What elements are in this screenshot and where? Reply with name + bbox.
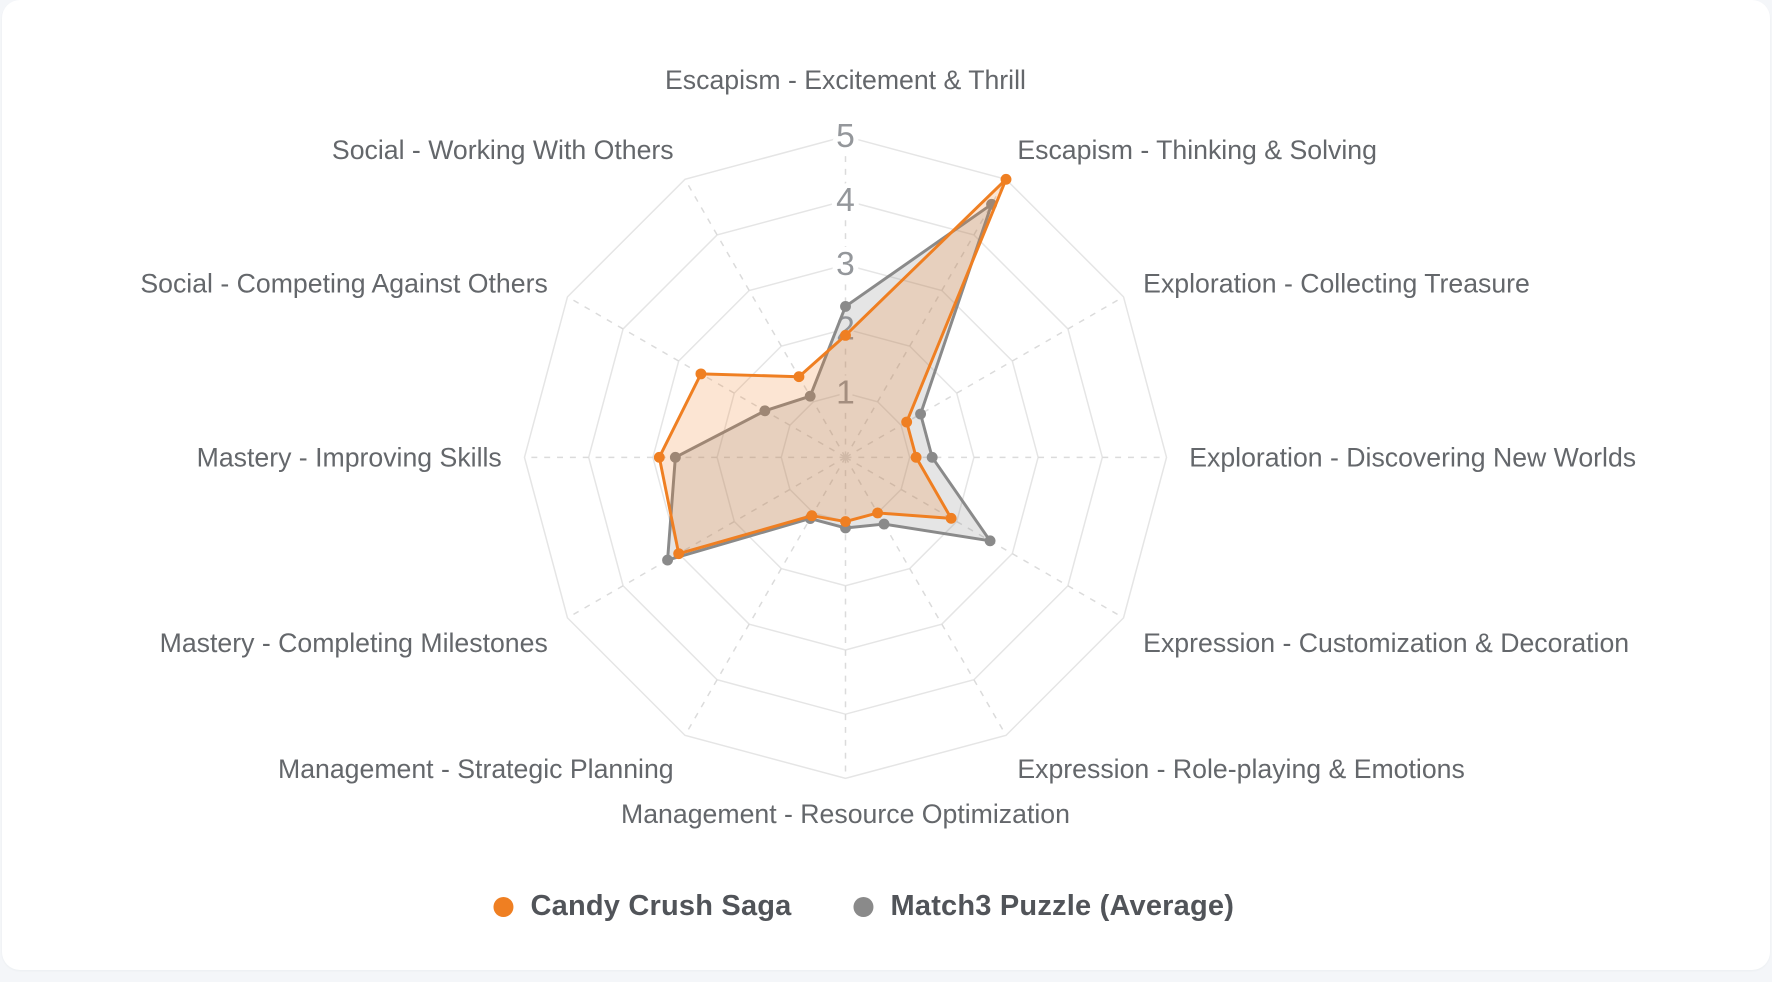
grid-spoke: [684, 456, 847, 736]
grid-ring: [523, 135, 1168, 780]
chart-legend: Candy Crush Saga Match3 Puzzle (Average): [493, 890, 1234, 923]
data-point-candy-crush-saga: [901, 416, 913, 428]
grid-spoke: [567, 456, 846, 619]
grid-spoke: [844, 456, 1007, 736]
legend-label-candy-crush-saga: Candy Crush Saga: [530, 890, 792, 922]
data-point-candy-crush-saga: [910, 451, 922, 463]
legend-item-candy-crush-saga[interactable]: Candy Crush Saga: [493, 890, 791, 923]
legend-dot-candy-crush-saga: [493, 896, 514, 917]
axis-label: Mastery - Improving Skills: [197, 442, 502, 472]
axis-label: Expression - Customization & Decoration: [1143, 628, 1629, 658]
data-point-match3-puzzle-average: [804, 390, 816, 402]
grid-spoke: [845, 456, 1124, 619]
legend-label-match3-puzzle-average: Match3 Puzzle (Average): [890, 890, 1235, 922]
axis-label: Exploration - Collecting Treasure: [1143, 268, 1530, 298]
axis-label: Management - Strategic Planning: [278, 754, 674, 784]
data-point-match3-puzzle-average: [915, 408, 926, 420]
grid-spoke: [567, 296, 846, 458]
data-point-match3-puzzle-average: [759, 405, 771, 417]
grid-spoke: [684, 178, 847, 458]
legend-dot-match3-puzzle-average: [853, 896, 874, 917]
axis-label: Expression - Role-playing & Emotions: [1017, 754, 1464, 784]
data-point-match3-puzzle-average: [984, 535, 996, 547]
data-point-candy-crush-saga: [673, 548, 685, 560]
data-point-candy-crush-saga: [806, 510, 818, 522]
axis-label: Mastery - Completing Milestones: [160, 628, 548, 658]
data-point-candy-crush-saga: [793, 371, 805, 383]
axis-label: Escapism - Thinking & Solving: [1017, 135, 1377, 165]
data-point-candy-crush-saga: [840, 516, 851, 527]
axis-label: Social - Competing Against Others: [140, 268, 547, 298]
data-point-match3-puzzle-average: [669, 451, 681, 463]
data-point-candy-crush-saga: [945, 512, 957, 524]
grid-spoke: [844, 178, 1007, 458]
data-point-candy-crush-saga: [695, 368, 707, 380]
data-point-candy-crush-saga: [872, 507, 884, 519]
data-point-candy-crush-saga: [1000, 173, 1012, 185]
data-point-match3-puzzle-average: [926, 451, 938, 463]
scale-tick-label: 5: [836, 118, 855, 155]
data-point-candy-crush-saga: [653, 451, 665, 463]
scale-tick-label: 4: [836, 182, 855, 219]
legend-item-match3-puzzle-average[interactable]: Match3 Puzzle (Average): [853, 890, 1235, 923]
axis-label: Social - Working With Others: [332, 135, 674, 165]
data-point-match3-puzzle-average: [878, 518, 890, 530]
axis-label: Management - Resource Optimization: [621, 799, 1070, 829]
grid-spoke: [845, 296, 1124, 458]
data-point-match3-puzzle-average: [662, 554, 674, 566]
scale-tick-label: 3: [836, 246, 855, 283]
axis-label: Exploration - Discovering New Worlds: [1189, 442, 1636, 472]
data-point-match3-puzzle-average: [840, 301, 851, 312]
axis-label: Escapism - Excitement & Thrill: [665, 65, 1026, 95]
data-point-candy-crush-saga: [840, 329, 851, 341]
